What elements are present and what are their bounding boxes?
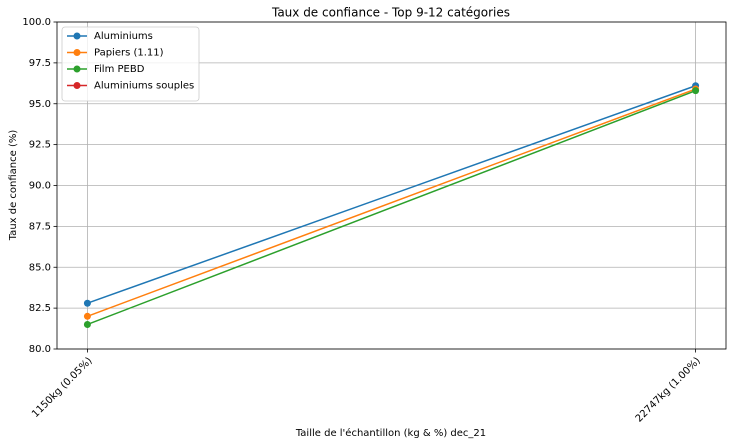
chart-title: Taux de confiance - Top 9-12 catégories	[271, 6, 510, 20]
y-tick-label: 100.0	[22, 17, 51, 28]
legend-label: Aluminiums	[94, 31, 153, 42]
y-tick-label: 90.0	[29, 181, 51, 192]
legend-marker	[73, 65, 81, 73]
y-tick-label: 87.5	[29, 221, 51, 232]
y-tick-label: 95.0	[29, 99, 51, 110]
series-line	[87, 88, 696, 318]
y-tick-label: 97.5	[29, 58, 51, 69]
legend-box	[61, 26, 200, 102]
legend-marker	[73, 32, 81, 40]
y-tick-label: 85.0	[29, 262, 51, 273]
x-tick-label: 1150kg (0.05%)	[30, 355, 95, 420]
data-point	[83, 320, 91, 328]
y-tick-label: 92.5	[29, 140, 51, 151]
legend-marker	[73, 49, 81, 56]
data-point	[83, 299, 91, 307]
legend-marker	[73, 82, 81, 89]
x-axis-label: Taille de l'échantillon (kg & %) dec_21	[295, 427, 486, 439]
y-axis-label: Taux de confiance (%)	[8, 130, 19, 242]
plot-lines	[83, 82, 700, 328]
series-line	[87, 89, 696, 326]
x-tick-label: 22747kg (1.00%)	[634, 355, 703, 424]
data-point	[83, 312, 91, 320]
legend: Aluminiums Papiers (1.11) Film PEBD Alumini…	[61, 26, 200, 102]
series-line	[87, 85, 696, 304]
y-tick-label: 82.5	[29, 303, 51, 314]
legend-label: Papiers (1.11)	[94, 48, 164, 59]
data-point	[692, 87, 700, 95]
legend-label: Film PEBD	[94, 64, 145, 75]
plot-frame	[56, 21, 727, 350]
y-tick-label: 80.0	[29, 344, 51, 355]
legend-label: Aluminiums souples	[94, 81, 194, 92]
